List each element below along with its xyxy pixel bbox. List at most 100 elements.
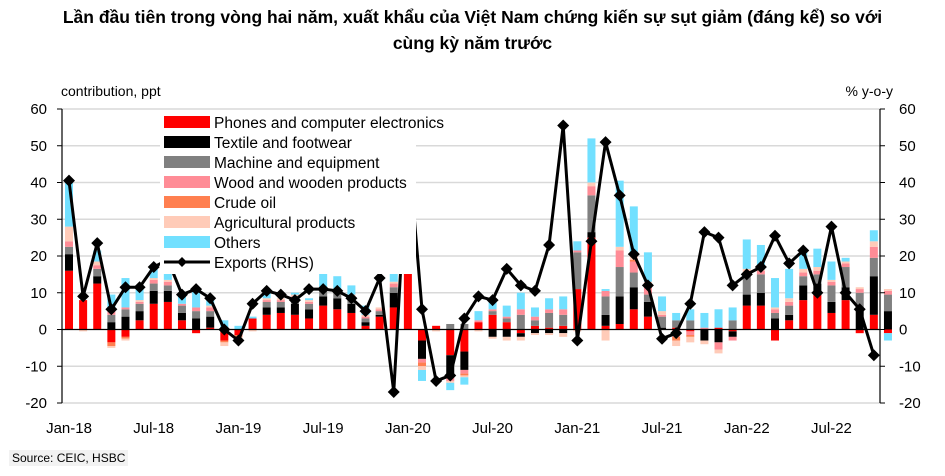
bar-segment xyxy=(460,369,469,374)
bar-segment xyxy=(206,305,215,308)
bar-segment xyxy=(629,272,638,288)
bar-segment xyxy=(107,342,116,347)
legend: Phones and computer electronics Textile a… xyxy=(160,110,444,274)
exports-line xyxy=(63,119,880,398)
bar-segment xyxy=(629,309,638,330)
bar-segment xyxy=(672,312,681,321)
exports-marker xyxy=(585,235,598,248)
bar-segment xyxy=(305,301,314,304)
bar-segment xyxy=(516,329,525,334)
bar-segment xyxy=(389,307,398,330)
bar-segment xyxy=(545,329,554,334)
bar-segment xyxy=(107,314,116,323)
bar-segment xyxy=(121,329,130,337)
bar-segment xyxy=(107,322,116,330)
bar-segment xyxy=(841,300,850,330)
bar-segment xyxy=(276,301,285,308)
legend-swatch xyxy=(164,156,210,168)
bar-segment xyxy=(771,309,779,313)
legend-swatch xyxy=(164,176,210,188)
exports-marker xyxy=(218,323,231,336)
bar-segment xyxy=(629,259,638,262)
chart-title-line-2: cùng kỳ năm trước xyxy=(392,33,553,53)
bar-segment xyxy=(785,301,794,306)
bar-segment xyxy=(488,309,497,312)
bar-segment xyxy=(559,296,568,310)
bar-segment xyxy=(771,312,779,319)
exports-marker xyxy=(500,262,513,275)
bar-segment xyxy=(573,289,582,330)
bar-segment xyxy=(347,285,356,295)
bar-segment xyxy=(121,338,130,341)
bar-segment xyxy=(785,268,794,299)
bar-segment xyxy=(841,261,850,264)
bar-segment xyxy=(700,327,709,330)
bar-segment xyxy=(799,250,808,269)
bar-segment xyxy=(771,278,779,308)
bar-segment xyxy=(206,307,215,312)
bar-segment xyxy=(530,325,539,330)
bar-segment xyxy=(65,226,73,242)
exports-marker xyxy=(656,332,669,345)
bar-segment xyxy=(841,257,850,262)
bar-segment xyxy=(403,267,412,330)
bar-segment xyxy=(827,285,836,302)
bar-segment xyxy=(686,336,695,343)
bar-segment xyxy=(686,320,695,330)
bar-segment xyxy=(135,320,144,330)
bar-segment xyxy=(149,303,158,330)
bar-segment xyxy=(799,272,808,277)
bar-segment xyxy=(446,355,455,378)
legend-swatch xyxy=(164,116,210,128)
y-tick-label-left: 30 xyxy=(30,211,47,228)
exports-marker xyxy=(232,334,245,347)
bar-segment xyxy=(700,312,709,328)
bar-segment xyxy=(827,279,836,282)
bar-segment xyxy=(827,261,836,280)
bar-segment xyxy=(658,296,667,312)
bar-segment xyxy=(276,312,285,330)
bar-segment xyxy=(389,283,398,288)
bar-segment xyxy=(192,307,201,312)
bar-segment xyxy=(418,329,426,341)
bar-segment xyxy=(446,323,455,330)
bar-segment xyxy=(290,314,299,330)
x-tick-label: Jan-18 xyxy=(46,420,92,437)
bar-segment xyxy=(686,329,695,332)
bar-segment xyxy=(305,303,314,310)
bar-segment xyxy=(93,261,102,266)
bar-segment xyxy=(248,316,257,319)
y-tick-label-left: -20 xyxy=(25,395,47,412)
chart-title: Lần đầu tiên trong vòng hai năm, xuất kh… xyxy=(0,4,945,56)
bar-segment xyxy=(700,329,709,341)
bar-segment xyxy=(375,316,384,330)
legend-label: Machine and equipment xyxy=(214,155,380,172)
bar-segment xyxy=(79,329,88,332)
bar-segment xyxy=(65,270,73,330)
bar-segment xyxy=(79,300,88,330)
exports-marker xyxy=(557,119,570,132)
bar-segment xyxy=(785,305,794,315)
exports-marker xyxy=(670,327,683,340)
bar-segment xyxy=(869,241,878,247)
bar-segment xyxy=(107,346,116,348)
bar-segment xyxy=(502,322,511,330)
exports-marker xyxy=(387,385,400,398)
bar-segment xyxy=(290,303,299,315)
legend-swatch xyxy=(164,196,210,208)
bar-segment xyxy=(418,358,426,363)
bar-segment xyxy=(276,307,285,313)
exports-marker xyxy=(91,237,104,250)
bar-segment xyxy=(587,195,596,233)
bar-segment xyxy=(149,290,158,304)
exports-marker xyxy=(754,261,767,274)
bar-segment xyxy=(756,292,765,306)
bar-segment xyxy=(785,320,794,330)
bar-segment xyxy=(643,301,652,317)
bar-segment xyxy=(206,316,215,328)
bar-segment xyxy=(545,333,554,336)
bar-segment xyxy=(375,314,384,317)
bar-segment xyxy=(460,329,469,352)
bar-segment xyxy=(206,311,215,317)
bar-segment xyxy=(389,292,398,308)
